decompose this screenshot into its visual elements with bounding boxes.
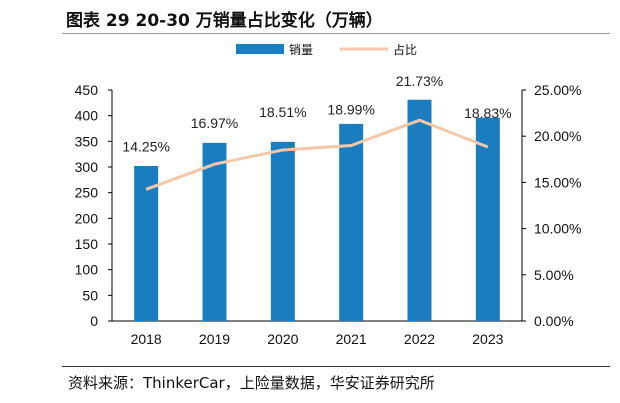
right-tick-label: 15.00% xyxy=(534,174,581,190)
right-tick-label: 25.00% xyxy=(534,82,581,98)
data-label: 18.83% xyxy=(464,105,511,121)
x-tick-label: 2021 xyxy=(336,331,367,347)
x-tick-label: 2023 xyxy=(472,331,503,347)
x-tick-label: 2020 xyxy=(267,331,298,347)
left-tick-label: 400 xyxy=(75,108,99,124)
share-line xyxy=(145,118,489,191)
left-tick-label: 100 xyxy=(75,262,99,278)
data-label: 21.73% xyxy=(396,73,443,89)
data-label: 18.51% xyxy=(259,104,306,120)
bar-2019 xyxy=(202,142,227,321)
x-tick-label: 2022 xyxy=(404,331,435,347)
right-tick-label: 0.00% xyxy=(534,313,574,329)
left-tick-label: 200 xyxy=(75,210,99,226)
source-note: 资料来源：ThinkerCar，上险量数据，华安证券研究所 xyxy=(68,374,435,392)
bar-2018 xyxy=(134,165,159,321)
right-tick-label: 10.00% xyxy=(534,221,581,237)
left-tick-label: 450 xyxy=(75,82,99,98)
data-label: 16.97% xyxy=(191,115,238,131)
right-tick-label: 20.00% xyxy=(534,128,581,144)
left-tick-label: 350 xyxy=(75,133,99,149)
legend-bar-swatch xyxy=(236,44,284,54)
bar-2022 xyxy=(407,99,432,322)
bar-2021 xyxy=(339,123,364,321)
legend-line-label: 占比 xyxy=(393,42,417,57)
right-tick-label: 5.00% xyxy=(534,267,574,283)
chart-title: 图表 29 20-30 万销量占比变化（万辆） xyxy=(66,11,383,31)
source-divider xyxy=(62,366,610,367)
x-tick-label: 2019 xyxy=(199,331,230,347)
left-tick-label: 150 xyxy=(75,236,99,252)
left-tick-label: 50 xyxy=(82,287,98,303)
data-label: 18.99% xyxy=(327,102,374,118)
left-tick-label: 0 xyxy=(90,313,98,329)
left-tick-label: 300 xyxy=(75,159,99,175)
bar-2023 xyxy=(475,117,500,321)
title-divider xyxy=(62,33,610,34)
left-tick-label: 250 xyxy=(75,185,99,201)
x-tick-label: 2018 xyxy=(131,331,162,347)
bar-2020 xyxy=(270,141,295,321)
data-label: 14.25% xyxy=(122,138,169,154)
legend-bar-label: 销量 xyxy=(289,43,313,57)
